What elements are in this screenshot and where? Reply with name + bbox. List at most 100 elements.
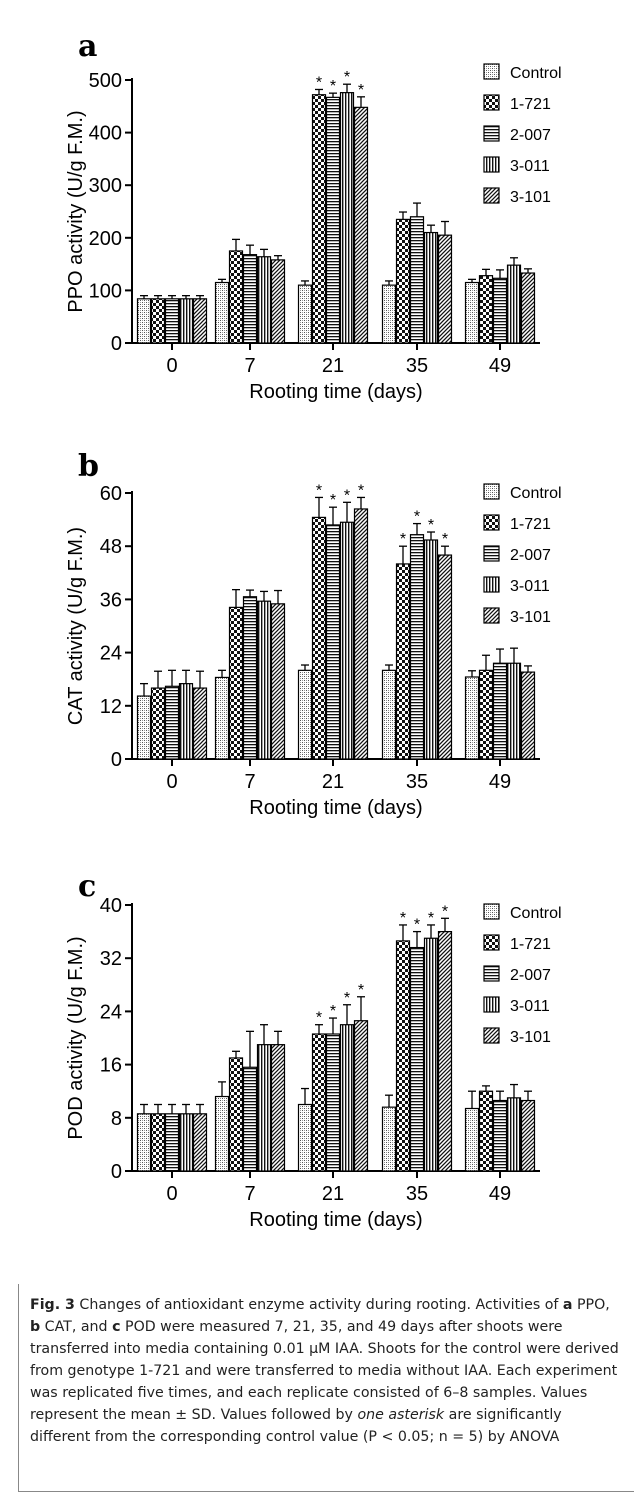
bar [381, 669, 397, 760]
x-tick-label: 35 [406, 771, 428, 793]
legend-label: Control [510, 905, 562, 922]
legend-label: 2-007 [510, 547, 551, 564]
legend: Control 1-721 2-007 3-011 3-101 [483, 483, 562, 626]
bar [178, 298, 194, 344]
y-axis-label: POD activity (U/g F.M.) [65, 936, 87, 1139]
legend-swatch [483, 156, 500, 173]
significance-asterisk: * [442, 903, 448, 920]
bar [256, 256, 272, 344]
bar [270, 259, 286, 344]
significance-asterisk: * [316, 1010, 322, 1027]
x-tick-label: 7 [244, 771, 255, 793]
legend-label: 1-721 [510, 516, 551, 533]
x-tick-label: 0 [166, 1183, 177, 1205]
bar [150, 687, 166, 760]
x-axis-label: Rooting time (days) [249, 797, 422, 819]
legend-label: Control [510, 485, 562, 502]
caption-panel-a: a [562, 1297, 573, 1313]
bar [381, 284, 397, 344]
caption-text-2: PPO, [572, 1297, 610, 1313]
bar [150, 1113, 166, 1172]
caption-text-3: CAT, and [40, 1319, 113, 1335]
bar [464, 281, 480, 344]
bar [297, 1103, 313, 1172]
x-tick-label: 7 [244, 355, 255, 377]
significance-asterisk: * [344, 69, 350, 86]
legend: Control 1-721 2-007 3-011 3-101 [483, 63, 562, 206]
bar [192, 687, 208, 760]
significance-asterisk: * [344, 990, 350, 1007]
bar [339, 1024, 355, 1172]
bar [464, 1107, 480, 1172]
x-axis-label: Rooting time (days) [249, 1209, 422, 1231]
y-tick-label: 300 [89, 175, 122, 197]
significance-asterisk: * [400, 531, 406, 548]
bar [164, 298, 180, 344]
significance-asterisk: * [442, 531, 448, 548]
bar [325, 96, 341, 344]
bar [242, 596, 258, 760]
legend-swatch [483, 483, 500, 500]
bar [492, 1099, 508, 1172]
figure-caption: Fig. 3 Changes of antioxidant enzyme act… [30, 1294, 622, 1448]
x-tick-label: 21 [322, 771, 344, 793]
bar [270, 603, 286, 760]
y-tick-label: 24 [100, 1001, 122, 1023]
y-tick-label: 24 [100, 643, 122, 665]
bar [520, 671, 536, 760]
x-tick-label: 49 [489, 1183, 511, 1205]
y-tick-label: 32 [100, 948, 122, 970]
legend-label: 3-101 [510, 609, 551, 626]
bar [339, 521, 355, 760]
legend-label: 3-101 [510, 1029, 551, 1046]
bar [353, 1020, 369, 1172]
significance-asterisk: * [428, 517, 434, 534]
significance-asterisk: * [414, 509, 420, 526]
y-tick-label: 0 [111, 1161, 122, 1183]
legend-swatch [483, 903, 500, 920]
bar [192, 1113, 208, 1172]
bar [311, 1033, 327, 1172]
legend-label: 3-011 [510, 998, 550, 1015]
significance-asterisk: * [330, 1003, 336, 1020]
bar [478, 1090, 494, 1172]
y-tick-label: 8 [111, 1108, 122, 1130]
x-tick-label: 21 [322, 1183, 344, 1205]
y-tick-label: 0 [111, 749, 122, 771]
legend-swatch [483, 1027, 500, 1044]
bar [423, 539, 439, 760]
caption-text-1: Changes of antioxidant enzyme activity d… [74, 1297, 563, 1313]
chart-panel-c: c POD activity (U/g F.M.) 0 8 16 24 32 40 0 7 21 35… [65, 869, 562, 1231]
panel-label: b [78, 449, 99, 484]
bar [409, 216, 425, 344]
bar [311, 516, 327, 760]
bar [214, 281, 230, 344]
legend-label: 3-101 [510, 189, 551, 206]
bar [150, 298, 166, 344]
y-tick-label: 200 [89, 228, 122, 250]
bar [464, 676, 480, 760]
caption-figure-label: Fig. 3 [30, 1297, 75, 1313]
bar [353, 508, 369, 760]
bar [214, 1095, 230, 1172]
bar [339, 92, 355, 344]
significance-asterisk: * [316, 74, 322, 91]
panel-label: a [78, 29, 97, 64]
legend-swatch [483, 576, 500, 593]
legend-swatch [483, 545, 500, 562]
bar [423, 937, 439, 1172]
y-tick-label: 12 [100, 696, 122, 718]
bar [178, 1113, 194, 1172]
caption-italic-term: one asterisk [357, 1407, 445, 1423]
bar [270, 1044, 286, 1172]
bar [228, 250, 244, 344]
bar [192, 298, 208, 344]
bar [242, 1066, 258, 1172]
significance-asterisk: * [330, 78, 336, 95]
significance-asterisk: * [358, 482, 364, 499]
bar [297, 669, 313, 760]
bar [506, 1097, 522, 1172]
legend-label: 2-007 [510, 127, 551, 144]
x-tick-label: 35 [406, 1183, 428, 1205]
